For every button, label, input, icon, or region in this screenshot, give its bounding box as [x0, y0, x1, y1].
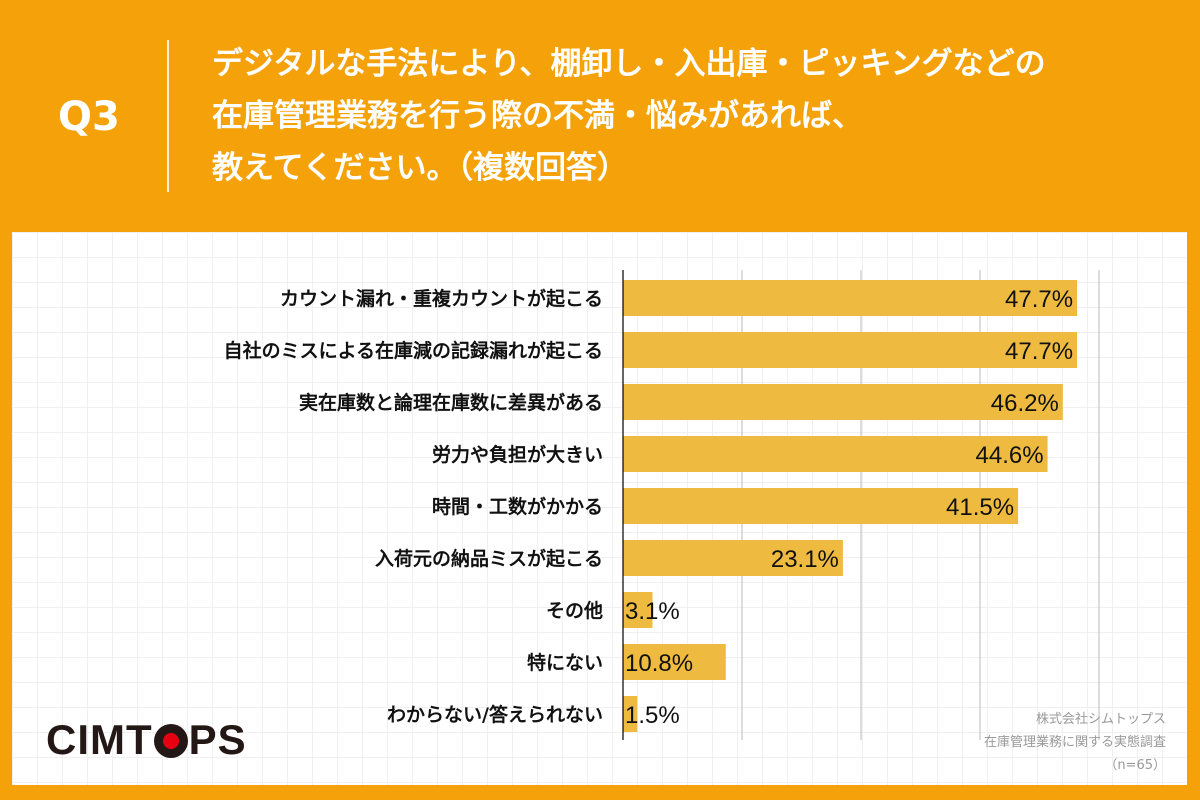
category-label: その他 [546, 599, 603, 622]
data-label: 3.1% [625, 598, 680, 625]
divider [167, 40, 169, 192]
source-survey: 在庫管理業務に関する実態調査 [983, 735, 1166, 750]
question-title: デジタルな手法により、棚卸し・入出庫・ピッキングなどの 在庫管理業務を行う際の不… [212, 38, 1172, 194]
sample-size: （n=65） [1104, 758, 1166, 773]
data-label: 47.7% [1005, 286, 1073, 313]
source-company: 株式会社シムトップス [1035, 712, 1166, 727]
category-label: わからない/答えられない [387, 703, 603, 726]
category-label: 労力や負担が大きい [432, 443, 603, 466]
data-label: 46.2% [991, 390, 1059, 417]
data-label: 10.8% [625, 650, 693, 677]
data-label: 23.1% [771, 546, 839, 573]
data-label: 44.6% [976, 442, 1044, 469]
bar [623, 592, 653, 628]
bar [623, 644, 726, 680]
title-line: デジタルな手法により、棚卸し・入出庫・ピッキングなどの [212, 46, 1046, 82]
question-number: Q3 [58, 94, 120, 140]
data-label: 47.7% [1005, 338, 1073, 365]
category-label: 入荷元の納品ミスが起こる [375, 547, 603, 570]
title-line: 教えてください。（複数回答） [212, 150, 629, 186]
category-label: 自社のミスによる在庫減の記録漏れが起こる [224, 339, 603, 362]
bar [623, 384, 1063, 420]
bar [623, 436, 1048, 472]
source-note: 株式会社シムトップス 在庫管理業務に関する実態調査 （n=65） [984, 708, 1166, 777]
bar [623, 488, 1019, 524]
category-label: 実在庫数と論理在庫数に差異がある [299, 391, 603, 414]
bar [623, 696, 638, 732]
category-label: カウント漏れ・重複カウントが起こる [280, 287, 603, 310]
category-label: 時間・工数がかかる [432, 495, 603, 518]
data-label: 41.5% [946, 494, 1014, 521]
bar [623, 540, 843, 576]
cimtops-logo: CIMT PS [46, 716, 247, 763]
title-line: 在庫管理業務を行う際の不満・悩みがあれば、 [212, 98, 863, 134]
bar [623, 332, 1078, 368]
data-label: 1.5% [625, 702, 680, 729]
bar [623, 280, 1078, 316]
category-label: 特にない [527, 652, 603, 674]
